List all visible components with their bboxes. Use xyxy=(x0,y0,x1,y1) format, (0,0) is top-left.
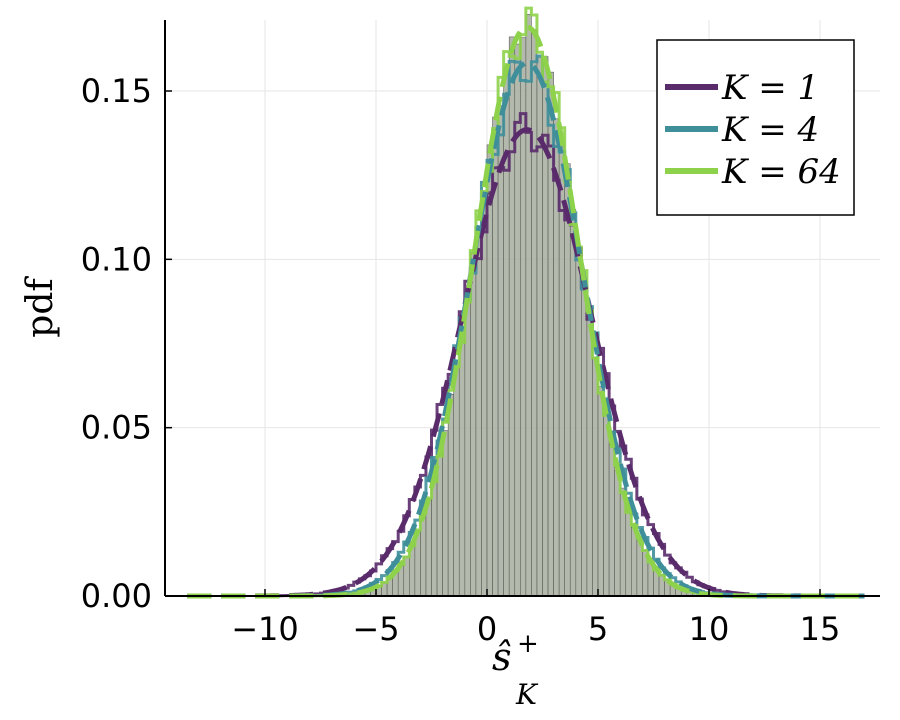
x-tick-label: 10 xyxy=(689,610,730,648)
y-tick-label: 0.10 xyxy=(81,240,152,278)
histogram-bar xyxy=(531,29,538,597)
legend-label-2: K = 4 xyxy=(721,110,819,150)
x-axis-label-sub: K xyxy=(515,678,539,711)
x-tick-label: −10 xyxy=(231,610,299,648)
axes xyxy=(164,20,880,597)
y-axis-label: pdf xyxy=(20,276,61,338)
histogram-bar xyxy=(597,386,604,597)
y-ticks: 0.00 0.05 0.10 0.15 xyxy=(81,72,172,615)
y-tick-label: 0.05 xyxy=(81,409,152,447)
histogram-bar xyxy=(470,251,477,597)
x-axis-label: ŝ + K xyxy=(492,629,539,711)
histogram-bar xyxy=(447,393,454,597)
legend-label-1: K = 1 xyxy=(721,68,819,108)
x-ticks: −10 −5 0 5 10 15 xyxy=(231,589,840,648)
histogram-bar xyxy=(575,253,582,597)
histogram-bar xyxy=(475,227,482,597)
legend-label-3: K = 64 xyxy=(721,152,841,192)
x-tick-label: 15 xyxy=(800,610,841,648)
histogram-bar xyxy=(508,36,516,597)
x-tick-label: 5 xyxy=(588,610,608,648)
histogram-bar xyxy=(453,362,460,597)
histogram-bar xyxy=(503,67,510,597)
histogram-bar xyxy=(525,14,532,597)
x-axis-label-base: ŝ xyxy=(492,635,512,679)
histogram-bar xyxy=(458,337,466,597)
y-tick-label: 0.15 xyxy=(81,72,152,110)
histogram-bar xyxy=(608,443,615,597)
histogram-bar xyxy=(497,105,504,597)
histogram-bar xyxy=(581,277,588,597)
x-axis-label-sup: + xyxy=(517,629,539,659)
legend: K = 1K = 4K = 64 xyxy=(656,39,855,216)
x-tick-label: 0 xyxy=(477,610,497,648)
histogram-bar xyxy=(569,209,577,597)
histogram-bar xyxy=(564,163,571,597)
y-tick-label: 0.00 xyxy=(81,577,152,615)
x-tick-label: −5 xyxy=(352,610,399,648)
